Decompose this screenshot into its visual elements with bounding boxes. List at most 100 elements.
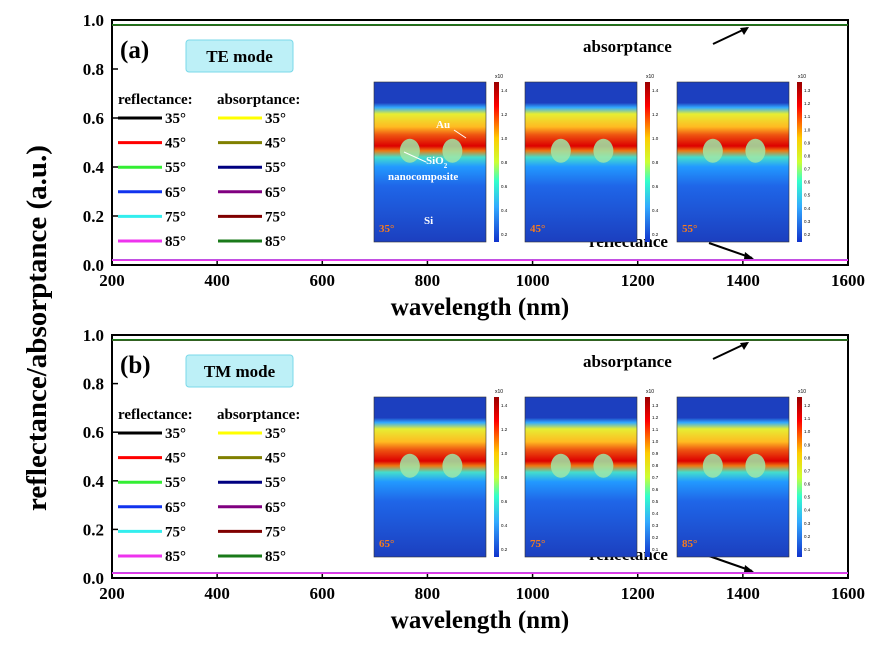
field-map-inset-85°: x10 1.2 1.1 1.0 0.9 0.8 0.7 0.6 0.5 0.4 0.3 0.2 0.1 8… [676,389,811,558]
x-axis-label: wavelength (nm) [391,607,569,634]
colorbar-tick-label: 0.6 [804,180,811,185]
x-tick-label: 1400 [726,271,760,290]
colorbar-tick-label: 1.0 [652,439,659,444]
colorbar-tick-label: 0.8 [501,160,508,165]
y-axis-label: reflectance/absorptance (a.u.) [21,145,53,511]
x-tick-label: 1600 [831,271,865,290]
x-tick-label: 600 [310,271,336,290]
legend-label: 35° [265,111,286,127]
colorbar-tick-label: 1.0 [501,451,508,456]
legend-label: 55° [165,475,186,491]
mode-label: TM mode [204,362,276,381]
x-tick-label: 200 [99,271,125,290]
nanoparticle-mark [399,453,420,478]
legend-label: 45° [265,136,286,152]
plot-frame [111,334,849,579]
colorbar [645,82,650,242]
colorbar-tick-label: 1.0 [804,429,811,434]
colorbar-exponent: x10 [495,389,503,395]
legend-label: 75° [265,209,286,225]
legend-label: 85° [265,549,286,565]
legend-label: 75° [165,524,186,540]
colorbar-tick-label: 1.3 [652,403,659,408]
colorbar-tick-label: 0.2 [652,232,659,237]
colorbar-tick-label: 0.5 [804,193,811,198]
colorbar-tick-label: 0.6 [804,482,811,487]
colorbar-tick-label: 0.3 [804,219,811,224]
y-tick-label: 0.4 [83,472,105,491]
absorptance-arrow [712,27,748,45]
colorbar-tick-label: 0.8 [652,463,659,468]
legend-label: 55° [265,475,286,491]
y-tick-label: 0.6 [83,109,104,128]
colorbar-tick-label: 0.1 [652,547,659,552]
legend-label: 65° [165,500,186,516]
x-tick-label: 200 [99,584,125,603]
colorbar-tick-label: 0.1 [804,547,811,552]
y-tick-label: 0.2 [83,520,104,539]
legend-label: 45° [165,451,186,467]
absorptance-arrowhead [740,342,749,350]
y-tick-label: 1.0 [83,326,104,345]
colorbar-exponent: x10 [495,74,503,80]
colorbar-tick-label: 0.5 [804,495,811,500]
colorbar-tick-label: 0.2 [501,232,508,237]
x-tick-label: 1000 [516,584,550,603]
nanoparticle-mark [550,453,571,478]
legend-label: 85° [165,549,186,565]
legend-label: 35° [165,111,186,127]
colorbar-tick-label: 0.4 [501,523,508,528]
field-map-image [373,81,487,243]
colorbar-tick-label: 0.4 [652,208,659,213]
colorbar-tick-label: 0.4 [804,508,811,513]
colorbar-tick-label: 0.8 [501,475,508,480]
colorbar-tick-label: 0.9 [804,140,811,145]
mode-box [185,354,294,388]
nanoparticle-mark [442,453,463,478]
colorbar-tick-label: 0.9 [652,451,659,456]
panel-label: (a) [120,37,149,64]
field-map-image [524,396,638,558]
colorbar-tick-label: 0.9 [804,442,811,447]
y-tick-label: 0.8 [83,375,104,394]
angle-label: 35° [379,223,394,235]
colorbar-tick-label: 0.7 [804,167,811,172]
colorbar-tick-label: 0.4 [804,206,811,211]
legend-label: 75° [165,209,186,225]
field-map-image [524,81,638,243]
x-tick-label: 1200 [621,584,655,603]
plot-frame [111,19,849,266]
x-tick-label: 1000 [516,271,550,290]
legend-header-reflectance: reflectance: [118,407,193,423]
nanoparticle-mark [442,138,463,163]
nanoparticle-mark [593,453,614,478]
colorbar-tick-label: 0.2 [804,232,811,237]
colorbar-tick-label: 0.8 [804,153,811,158]
colorbar [645,397,650,557]
colorbar-tick-label: 1.1 [804,416,811,421]
au-label: Au [436,119,450,131]
colorbar-tick-label: 1.4 [501,88,508,93]
colorbar-tick-label: 1.4 [652,88,659,93]
field-map-inset-75°: x10 1.3 1.2 1.1 1.0 0.9 0.8 0.7 0.6 0.5 0.4 0.3 0.2 0… [524,389,659,558]
nanoparticle-mark [745,138,766,163]
x-axis-label: wavelength (nm) [391,294,569,321]
colorbar [797,82,802,242]
colorbar-tick-label: 1.0 [804,127,811,132]
field-map-inset-35°: x10 1.4 1.2 1.0 0.8 0.6 0.4 0.2 35° Au SiO2nanocom… [373,74,508,243]
colorbar-tick-label: 0.3 [652,523,659,528]
colorbar [494,397,499,557]
x-tick-label: 1200 [621,271,655,290]
angle-label: 55° [682,223,697,235]
colorbar-tick-label: 1.0 [501,136,508,141]
colorbar-exponent: x10 [798,389,806,395]
nanoparticle-mark [550,138,571,163]
mode-box [185,39,294,73]
colorbar-tick-label: 0.4 [501,208,508,213]
colorbar-tick-label: 1.2 [501,112,508,117]
colorbar-tick-label: 1.2 [804,101,811,106]
y-tick-label: 0.2 [83,207,104,226]
sio2-label: SiO2 [426,155,448,170]
colorbar-tick-label: 0.6 [652,487,659,492]
